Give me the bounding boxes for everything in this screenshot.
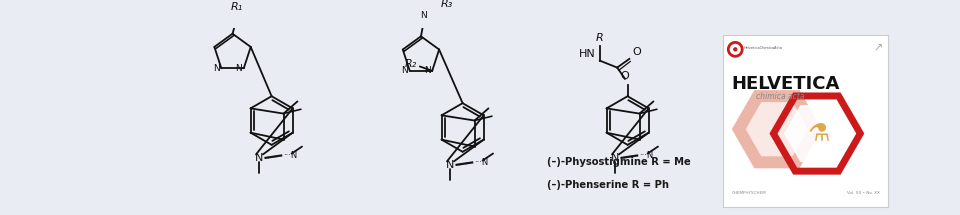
Text: R₂: R₂ (405, 59, 418, 69)
Text: N: N (611, 153, 619, 163)
Text: Vol. XX • No. XX: Vol. XX • No. XX (847, 191, 879, 195)
Text: ⚗: ⚗ (807, 121, 829, 146)
Text: N: N (254, 153, 263, 163)
Polygon shape (784, 105, 850, 162)
Circle shape (733, 47, 737, 52)
Text: R: R (596, 33, 604, 43)
Text: (–)-Phenserine R = Ph: (–)-Phenserine R = Ph (547, 180, 669, 190)
Text: O: O (620, 71, 630, 81)
Text: N: N (423, 66, 430, 75)
Text: N: N (235, 64, 242, 73)
Text: N: N (401, 66, 408, 75)
Text: chimica acta: chimica acta (756, 92, 804, 101)
Text: N: N (420, 11, 427, 20)
Text: ···N: ···N (474, 158, 489, 167)
Text: ···N: ···N (639, 151, 653, 160)
FancyBboxPatch shape (723, 35, 888, 207)
Text: HN: HN (579, 49, 595, 59)
Text: ↗: ↗ (873, 44, 882, 54)
Text: R₁: R₁ (230, 2, 243, 12)
Polygon shape (732, 90, 822, 168)
Polygon shape (746, 102, 808, 156)
Text: CHEMPHYSCHEM: CHEMPHYSCHEM (732, 191, 766, 195)
Text: O: O (632, 47, 640, 57)
Text: HelveticaChimicaActa: HelveticaChimicaActa (744, 46, 783, 50)
Text: N: N (445, 160, 454, 170)
Text: R₃: R₃ (441, 0, 453, 9)
Text: N: N (213, 64, 220, 73)
Text: HELVETICA: HELVETICA (732, 75, 840, 92)
Text: ···N: ···N (283, 151, 298, 160)
Text: (–)-Physostigmine R = Me: (–)-Physostigmine R = Me (547, 157, 690, 167)
